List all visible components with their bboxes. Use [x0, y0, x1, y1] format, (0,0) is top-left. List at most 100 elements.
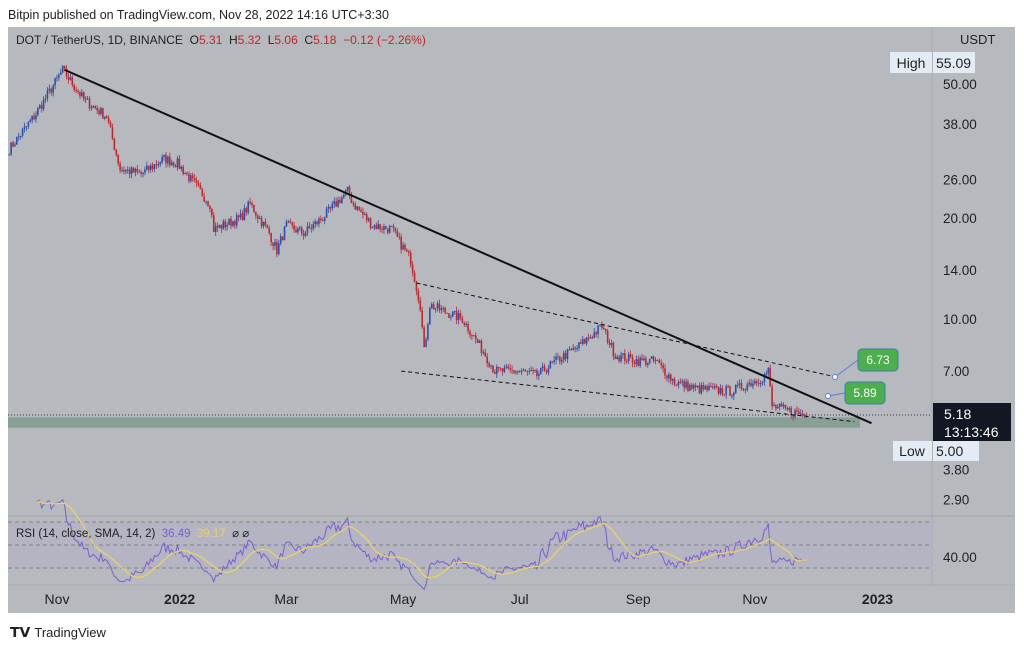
candle-body [635, 359, 638, 365]
candle-body [687, 381, 689, 391]
candle-body [694, 385, 697, 388]
candle-body [8, 154, 10, 156]
close-label: C [304, 33, 314, 47]
tradingview-logo[interactable]: 𝗧𝗩 TradingView [10, 624, 106, 641]
candle-body [170, 162, 173, 166]
candle-body [721, 388, 724, 395]
candle-body [283, 226, 286, 241]
candle-body [679, 381, 682, 383]
candle-body [184, 173, 186, 175]
candle-body [77, 90, 79, 93]
candle-body [297, 228, 299, 233]
x-tick-label: Mar [274, 591, 298, 607]
candle-body [266, 225, 269, 229]
candle-body [559, 356, 561, 362]
candle-body [218, 224, 221, 228]
candle-body [82, 92, 85, 99]
candle-body [17, 136, 20, 138]
candle-body [16, 136, 18, 145]
candle-body [197, 182, 200, 186]
candle-body [117, 154, 119, 164]
candle-body [509, 368, 511, 370]
candle-body [123, 169, 125, 172]
candle-body [398, 236, 401, 238]
candle-body [482, 352, 485, 354]
candle-body [119, 163, 121, 171]
candle-body [696, 385, 699, 388]
candle-body [425, 339, 427, 348]
candle-body [429, 308, 431, 325]
candle-body [656, 360, 659, 362]
candle-body [478, 340, 481, 343]
candle-body [442, 308, 445, 310]
candle-body [38, 105, 41, 109]
candle-body [203, 196, 206, 202]
candle-body [430, 304, 433, 309]
candle-body [304, 232, 307, 236]
candle-body [337, 199, 339, 207]
candle-body [518, 371, 521, 373]
candle-body [111, 127, 114, 139]
candle-body [52, 85, 54, 93]
candle-body [624, 353, 626, 362]
candle-body [798, 411, 800, 415]
candle-body [597, 325, 599, 335]
candle-body [446, 312, 448, 314]
candle-body [383, 226, 385, 230]
candle-body [113, 138, 116, 150]
candle-body [144, 169, 146, 173]
candle-body [149, 165, 152, 170]
candle-body [702, 384, 705, 390]
candle-body [262, 221, 265, 227]
candle-body [339, 199, 341, 204]
rsi-value: 36.49 [161, 528, 191, 540]
candle-body [448, 313, 450, 318]
candle-body [727, 386, 729, 388]
candle-body [738, 383, 741, 385]
candle-body [476, 339, 479, 343]
candle-body [553, 360, 555, 362]
candle-body [505, 366, 508, 368]
candle-body [773, 404, 775, 407]
candle-body [576, 348, 578, 350]
candle-body [243, 208, 246, 220]
candle-body [408, 251, 410, 253]
candle-body [35, 114, 37, 120]
candle-body [473, 335, 475, 337]
candle-body [520, 370, 523, 372]
candle-body [440, 308, 443, 310]
candle-body [528, 371, 531, 373]
candle-body [710, 385, 712, 387]
candle-body [63, 65, 66, 69]
candle-body [276, 241, 278, 255]
candle-body [27, 122, 30, 127]
rsi-title: RSI (14, close, SMA, 14, 2) [16, 528, 156, 540]
y-tick-label: 2.90 [943, 493, 969, 508]
candle-body [729, 386, 731, 396]
candle-body [193, 178, 196, 181]
candle-body [176, 158, 179, 168]
candle-body [136, 168, 139, 172]
candle-body [461, 318, 464, 323]
candle-body [595, 332, 597, 335]
low-label: Low [899, 443, 926, 459]
candle-body [310, 227, 313, 229]
candle-body [281, 236, 284, 241]
candle-body [232, 221, 234, 226]
candle-body [578, 342, 580, 349]
candle-body [771, 386, 773, 407]
chart-frame[interactable] [8, 27, 1015, 613]
candle-body [631, 357, 634, 363]
candle-body [639, 357, 641, 367]
candle-body [647, 362, 649, 365]
candle-body [86, 98, 89, 100]
candle-body [31, 115, 33, 121]
candle-body [717, 386, 720, 394]
candle-body [669, 374, 672, 381]
candle-body [438, 303, 441, 310]
candle-body [256, 215, 259, 219]
candle-body [794, 410, 796, 417]
candle-body [547, 368, 550, 373]
candle-body [191, 175, 194, 179]
